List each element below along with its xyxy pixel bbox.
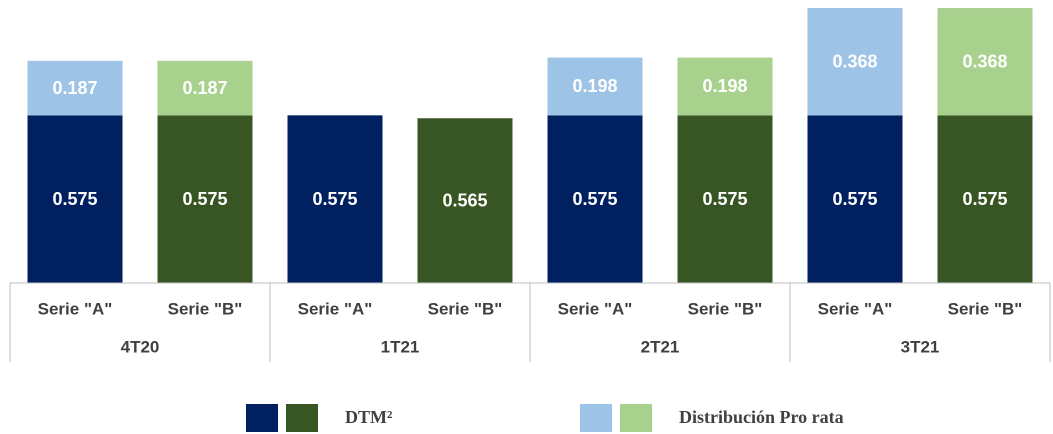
bar-segment: [547, 115, 643, 283]
x-tick-label: Serie "B": [428, 299, 503, 318]
legend-label: DTM²: [345, 407, 392, 427]
data-label: 0.187: [182, 78, 227, 98]
data-label: 0.187: [52, 78, 97, 98]
x-tick-label: Serie "A": [38, 299, 113, 318]
data-label: 0.575: [832, 189, 877, 209]
bar-segment: [27, 60, 123, 116]
group-label: 2T21: [641, 337, 680, 356]
bar-segment: [937, 115, 1033, 283]
x-tick-label: Serie "A": [558, 299, 633, 318]
bar-segment: [807, 115, 903, 283]
bar-segment: [677, 57, 773, 116]
data-label: 0.575: [702, 189, 747, 209]
data-label: 0.575: [572, 189, 617, 209]
bar-segment: [287, 115, 383, 283]
bar-segment: [547, 57, 643, 116]
x-tick-label: Serie "B": [168, 299, 243, 318]
bar-segment: [417, 118, 513, 283]
x-tick-label: Serie "B": [688, 299, 763, 318]
bar-segment: [157, 60, 253, 116]
bar-segment: [807, 8, 903, 116]
data-label: 0.198: [572, 76, 617, 96]
data-label: 0.565: [442, 190, 487, 210]
group-label: 3T21: [901, 337, 940, 356]
x-tick-label: Serie "A": [298, 299, 373, 318]
data-label: 0.575: [962, 189, 1007, 209]
data-label: 0.368: [832, 51, 877, 71]
data-label: 0.575: [182, 189, 227, 209]
bar-segment: [27, 115, 123, 283]
bar-segment: [157, 115, 253, 283]
data-label: 0.198: [702, 76, 747, 96]
data-label: 0.575: [312, 189, 357, 209]
x-tick-label: Serie "A": [818, 299, 893, 318]
data-label: 0.368: [962, 51, 1007, 71]
legend-swatch: [580, 404, 612, 432]
legend-swatch: [246, 404, 278, 432]
legend-swatch: [620, 404, 652, 432]
data-label: 0.575: [52, 189, 97, 209]
bar-segment: [677, 115, 773, 283]
legend-swatch: [286, 404, 318, 432]
x-tick-label: Serie "B": [948, 299, 1023, 318]
group-label: 4T20: [121, 337, 160, 356]
bar-segment: [937, 8, 1033, 116]
group-label: 1T21: [381, 337, 420, 356]
legend-label: Distribución Pro rata: [679, 407, 844, 427]
